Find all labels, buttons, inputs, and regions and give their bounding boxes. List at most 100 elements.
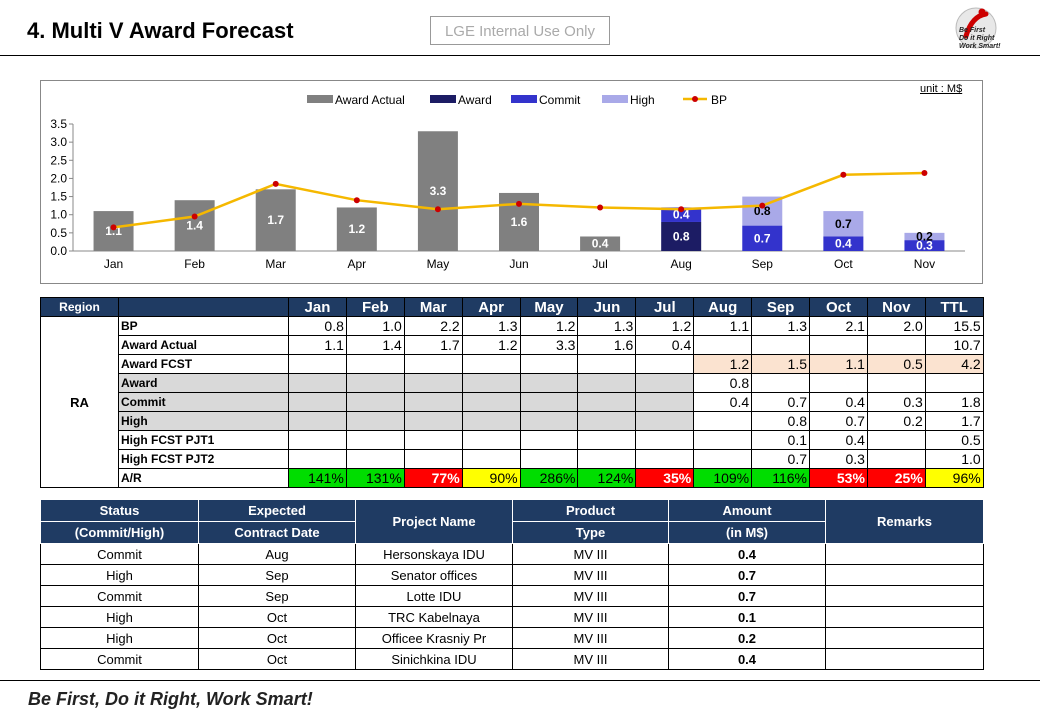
month-header: Nov [866,297,926,317]
forecast-table-header: Region Jan Feb Mar Apr May Jun Jul Aug S… [40,297,984,317]
bar-data-label: 0.2 [916,229,933,243]
x-tick-label: Jun [509,257,528,271]
bar-data-label: 0.8 [673,229,690,243]
value-cell: 1.2 [635,316,695,336]
value-cell [866,335,926,355]
project-row: Commit Oct Sinichkina IDU MV III 0.4 [40,648,984,670]
bar-data-label: 0.4 [835,237,852,251]
project-row: Commit Aug Hersonskaya IDU MV III 0.4 [40,543,984,565]
value-cell: 1.2 [693,354,753,374]
amount-cell: 0.7 [668,564,826,586]
month-header: Sep [751,297,811,317]
value-cell [288,392,347,412]
month-header: Apr [461,297,521,317]
legend-swatch [602,95,628,103]
bp-point [759,202,766,209]
project-cell: Lotte IDU [355,585,513,607]
status-cell: Commit [40,543,199,565]
value-cell: 0.5 [866,354,926,374]
y-tick-label: 1.0 [50,208,67,222]
legend-swatch [511,95,537,103]
row-label: Commit [118,392,289,412]
value-cell [519,430,579,450]
value-cell: 0.8 [693,373,753,393]
row-label: A/R [118,468,289,488]
bp-point [516,200,522,207]
status-cell: High [40,564,199,586]
value-cell: 124% [577,468,637,488]
value-cell: 0.7 [751,449,811,469]
value-cell: 1.2 [519,316,579,336]
forecast-table: Region Jan Feb Mar Apr May Jun Jul Aug S… [40,297,984,488]
value-cell [577,354,637,374]
value-cell [693,411,753,431]
bp-point [272,180,279,187]
type-cell: MV III [512,564,669,586]
bp-point [840,171,847,178]
amount-subheader: (in M$) [668,521,826,544]
date-header: Expected [198,499,356,522]
logo-line: Do it Right [959,35,995,42]
value-cell [635,354,695,374]
logo-line: Work Smart! [959,43,1001,50]
value-cell [288,430,347,450]
x-tick-label: Apr [347,257,366,271]
date-cell: Oct [198,627,356,649]
bar-data-label: 0.7 [754,231,771,245]
value-cell [461,430,521,450]
bar-data-label: 1.4 [186,219,203,233]
date-cell: Sep [198,564,356,586]
value-cell: 77% [403,468,463,488]
remarks-cell [825,564,984,586]
remarks-cell [825,648,984,670]
value-cell [635,430,695,450]
amount-cell: 0.1 [668,606,826,628]
bar-data-label: 1.7 [267,213,284,227]
amount-header: Amount [668,499,826,522]
project-row: High Sep Senator offices MV III 0.7 [40,564,984,586]
month-header: Jan [288,297,347,317]
value-cell [288,411,347,431]
row-label: High [118,411,289,431]
month-header: Mar [403,297,463,317]
project-cell: Hersonskaya IDU [355,543,513,565]
value-cell [403,411,463,431]
value-cell: 1.0 [924,449,984,469]
x-tick-label: Jan [104,257,123,271]
legend-label: BP [711,93,727,107]
value-cell [866,430,926,450]
bp-point [110,224,117,231]
bar-award-actual [174,200,215,251]
value-cell [635,373,695,393]
bar-data-label: 3.3 [430,184,447,198]
bp-point [353,197,360,204]
value-cell [635,411,695,431]
value-cell: 0.8 [751,411,811,431]
value-cell: 1.8 [924,392,984,412]
month-header: Oct [809,297,868,317]
status-cell: High [40,606,199,628]
value-cell [345,449,405,469]
value-cell: 0.7 [751,392,811,412]
project-row: Commit Sep Lotte IDU MV III 0.7 [40,585,984,607]
value-cell: 15.5 [924,316,984,336]
value-cell: 286% [519,468,579,488]
logo-line: Be First [959,27,986,34]
month-header: May [519,297,579,317]
value-cell [403,392,463,412]
forecast-row: High FCST PJT2 0.7 0.3 1.0 [41,449,984,469]
value-cell [519,373,579,393]
value-cell [577,449,637,469]
bar-award-actual [93,211,134,251]
month-header: Jun [577,297,637,317]
x-tick-label: May [427,257,450,271]
value-cell [461,411,521,431]
bar-award-actual [336,207,377,251]
forecast-row: Commit 0.4 0.7 0.4 0.3 1.8 [41,392,984,412]
label-header [118,297,289,317]
value-cell: 1.7 [924,411,984,431]
value-cell [288,354,347,374]
bar-award [661,221,702,251]
value-cell: 109% [693,468,753,488]
chart-unit-label: unit : M$ [920,83,963,95]
